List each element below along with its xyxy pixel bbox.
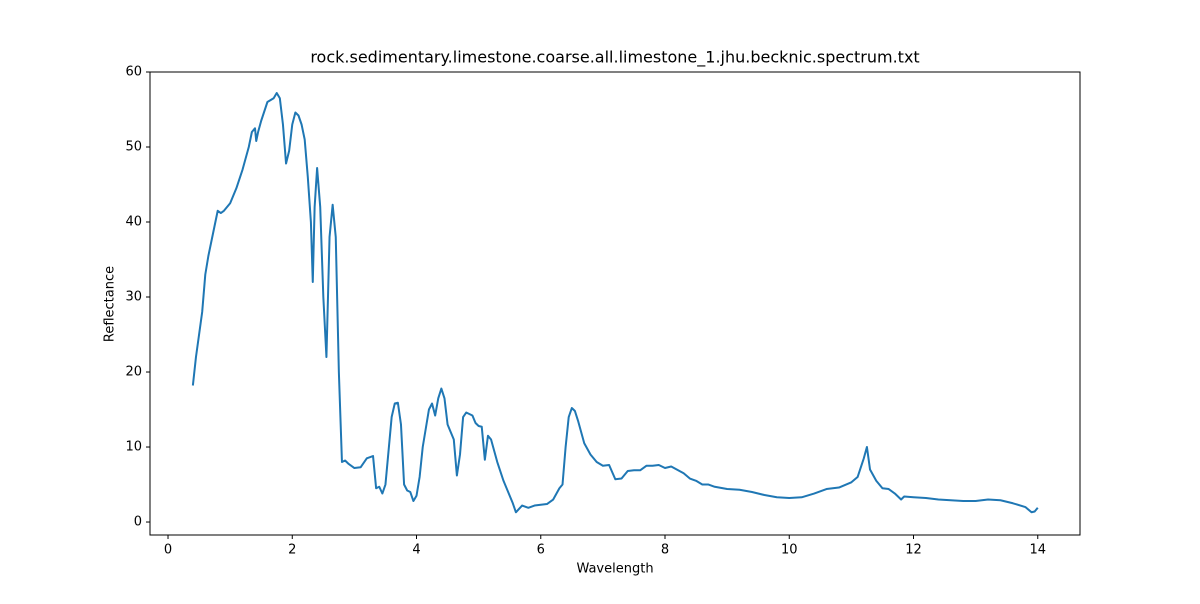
y-tick-label: 30	[125, 290, 142, 305]
x-tick-label: 2	[288, 543, 296, 558]
x-tick-label: 8	[661, 543, 669, 558]
x-tick-label: 12	[905, 543, 922, 558]
chart-title: rock.sedimentary.limestone.coarse.all.li…	[310, 48, 919, 68]
y-tick-label: 10	[125, 440, 142, 455]
data-line	[191, 92, 1039, 514]
plot-frame	[149, 71, 1081, 536]
x-tick-label: 14	[1029, 543, 1046, 558]
x-tick-label: 0	[164, 543, 172, 558]
x-tick-label: 4	[412, 543, 420, 558]
x-tick-label: 6	[537, 543, 545, 558]
y-tick-label: 60	[125, 65, 142, 80]
y-tick-label: 20	[125, 365, 142, 380]
y-tick-label: 40	[125, 215, 142, 230]
y-tick-label: 50	[125, 140, 142, 155]
y-tick-label: 0	[134, 515, 142, 530]
y-axis-label: Reflectance	[103, 266, 118, 342]
x-tick-label: 10	[781, 543, 798, 558]
x-axis-label: Wavelength	[576, 562, 653, 577]
